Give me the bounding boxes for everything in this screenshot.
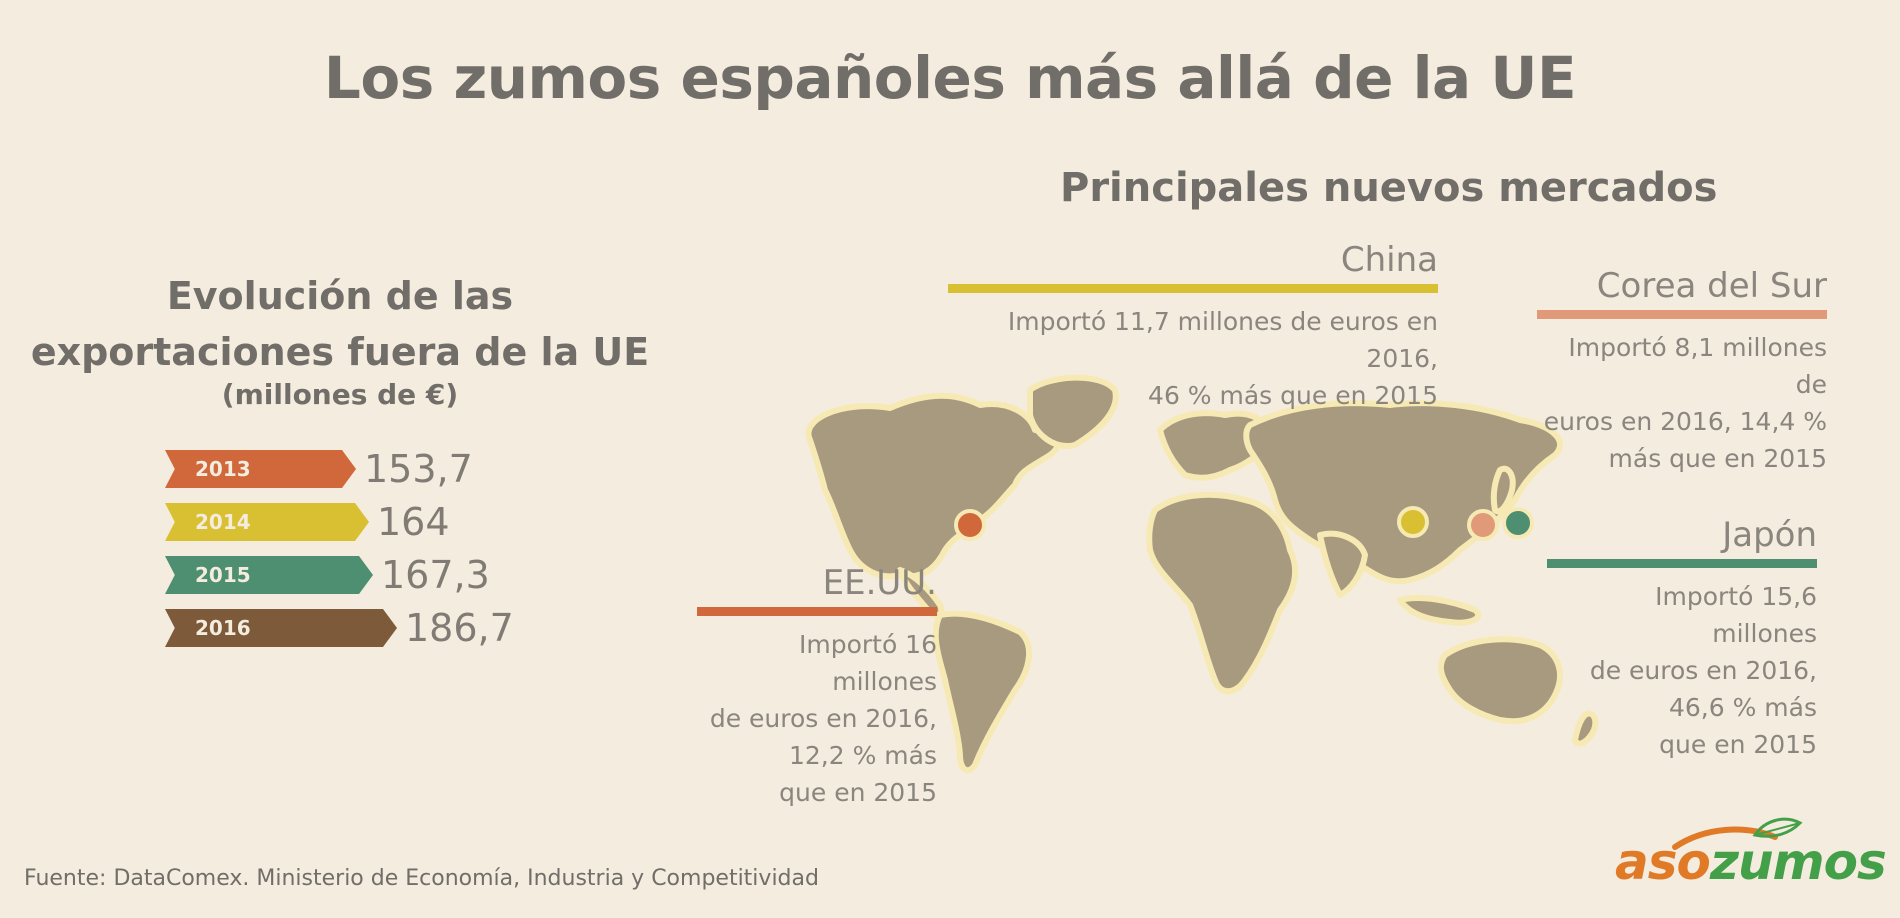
- bar-category-label: 2014: [195, 510, 251, 534]
- bar-value-label: 153,7: [364, 447, 473, 491]
- desc-line: euros en 2016, 14,4 %: [1543, 407, 1827, 436]
- desc-line: 46,6 % más: [1668, 693, 1817, 722]
- bar-value-label: 164: [377, 500, 450, 544]
- market-usa: EE.UU. Importó 16 millones de euros en 2…: [697, 563, 937, 811]
- chart-title-line2: exportaciones fuera de la UE: [30, 330, 650, 374]
- desc-line: que en 2015: [1659, 730, 1817, 759]
- bar-value-label: 167,3: [381, 553, 490, 597]
- world-map: [805, 374, 1599, 774]
- indonesia-shape: [1397, 595, 1482, 626]
- chart-subtitle: (millones de €): [221, 378, 459, 411]
- desc-line: de euros en 2016,: [709, 704, 937, 733]
- map-markers: [954, 506, 1534, 541]
- bar-category-label: 2015: [195, 563, 251, 587]
- source-note: Fuente: DataComex. Ministerio de Economí…: [24, 866, 819, 891]
- leaf-icon: [1672, 817, 1803, 850]
- bar-value-label: 186,7: [405, 606, 514, 650]
- bar-mark: [165, 450, 356, 488]
- bar-2016: 2016 186,7: [165, 606, 577, 650]
- greenland-shape: [1027, 374, 1119, 449]
- north-america-shape: [805, 392, 1062, 580]
- market-japan: Japón Importó 15,6 millones de euros en …: [1547, 515, 1817, 763]
- markets-title: Principales nuevos mercados: [1060, 165, 1718, 211]
- south-america-shape: [932, 610, 1033, 774]
- bar-2015: 2015 167,3: [165, 553, 553, 597]
- chart-title-line1: Evolución de las: [166, 274, 514, 318]
- australia-shape: [1437, 636, 1563, 725]
- market-name: Japón: [1722, 515, 1817, 555]
- desc-line: 12,2 % más: [788, 741, 937, 770]
- market-china: China Importó 11,7 millones de euros en …: [948, 240, 1438, 414]
- desc-line: Importó 16 millones: [798, 630, 937, 696]
- market-description: Importó 11,7 millones de euros en 2016, …: [948, 303, 1438, 414]
- page-title: Los zumos españoles más allá de la UE: [323, 44, 1577, 112]
- desc-line: Importó 11,7 millones de euros en 2016,: [1007, 307, 1438, 373]
- market-south-korea: Corea del Sur Importó 8,1 millones de eu…: [1537, 266, 1827, 477]
- market-rule: [697, 607, 937, 616]
- bar-2013: 2013 153,7: [165, 447, 536, 491]
- desc-line: más que en 2015: [1608, 444, 1827, 473]
- map-marker-china: [1397, 506, 1429, 538]
- market-description: Importó 8,1 millones de euros en 2016, 1…: [1537, 329, 1827, 477]
- new-zealand-shape: [1572, 710, 1599, 747]
- market-name: China: [1340, 240, 1438, 280]
- market-description: Importó 16 millones de euros en 2016, 12…: [697, 626, 937, 811]
- africa-shape: [1146, 491, 1299, 695]
- map-marker-corea-del-sur: [1467, 509, 1499, 541]
- bar-mark: [165, 503, 369, 541]
- logo-text: asozumos: [1615, 833, 1887, 891]
- market-rule: [1537, 310, 1827, 319]
- bar-shape: [165, 609, 397, 647]
- map-marker-ee-uu-: [954, 509, 986, 541]
- bar-shape: [165, 450, 356, 488]
- logo-text-part2: zumos: [1709, 833, 1887, 891]
- bar-mark: [165, 556, 373, 594]
- market-rule: [948, 284, 1438, 293]
- bar-2014: 2014 164: [165, 500, 549, 544]
- chart-title: Evolución de las exportaciones fuera de …: [30, 268, 650, 380]
- bar-shape: [165, 503, 369, 541]
- desc-line: de euros en 2016,: [1589, 656, 1817, 685]
- bar-mark: [165, 609, 397, 647]
- market-description: Importó 15,6 millones de euros en 2016, …: [1547, 578, 1817, 763]
- japan-shape: [1490, 465, 1516, 515]
- map-marker-jap-n: [1502, 507, 1534, 539]
- market-rule: [1547, 559, 1817, 568]
- bar-category-label: 2013: [195, 457, 251, 481]
- market-name: EE.UU.: [822, 563, 937, 603]
- world-map-land: [805, 374, 1599, 774]
- asozumos-logo: asozumos: [1615, 815, 1887, 895]
- desc-line: Importó 15,6 millones: [1655, 582, 1817, 648]
- india-shape: [1317, 530, 1368, 598]
- bar-category-label: 2016: [195, 616, 251, 640]
- bar-shape: [165, 556, 373, 594]
- desc-line: Importó 8,1 millones de: [1568, 333, 1827, 399]
- desc-line: que en 2015: [779, 778, 937, 807]
- market-name: Corea del Sur: [1596, 266, 1827, 306]
- desc-line: 46 % más que en 2015: [1148, 381, 1438, 410]
- logo-text-part1: aso: [1615, 833, 1711, 891]
